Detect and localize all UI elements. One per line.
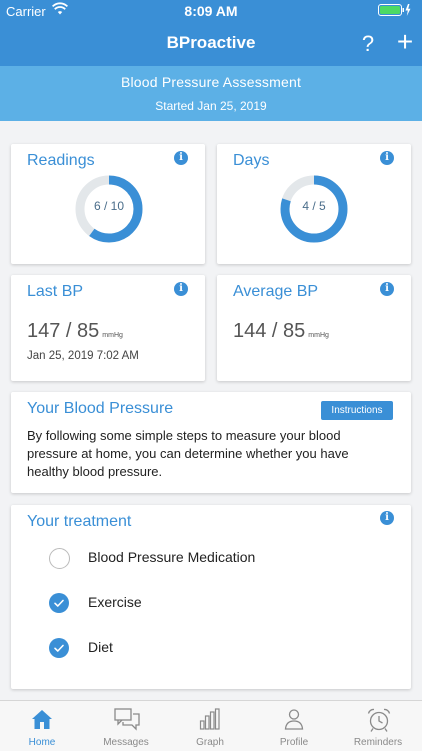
- average-bp-value: 144 / 85: [233, 320, 306, 342]
- instructions-button[interactable]: Instructions: [321, 401, 393, 420]
- help-button[interactable]: ?: [361, 31, 375, 56]
- tab-graph[interactable]: Graph: [168, 701, 252, 751]
- tab-profile[interactable]: Profile: [252, 701, 336, 751]
- battery-icon: [378, 4, 412, 19]
- tab-label: Graph: [196, 737, 224, 748]
- tab-label: Reminders: [353, 737, 403, 748]
- tab-bar: Home Messages Graph Profile: [0, 700, 422, 751]
- days-card[interactable]: Days i: [217, 144, 411, 264]
- tab-messages[interactable]: Messages: [84, 701, 168, 751]
- checked-circle-icon[interactable]: [49, 593, 69, 613]
- your-bp-title: Your Blood Pressure: [27, 400, 174, 417]
- readings-info-icon[interactable]: i: [174, 151, 188, 165]
- readings-progress-ring: [75, 175, 143, 243]
- home-icon: [32, 710, 52, 729]
- profile-icon: [284, 709, 304, 730]
- average-bp-info-icon[interactable]: i: [380, 282, 394, 296]
- unchecked-circle-icon[interactable]: [49, 548, 70, 569]
- last-bp-reading: 147 / 85 mmHg: [27, 320, 123, 343]
- readings-card[interactable]: Readings i: [11, 144, 205, 264]
- carrier-name: Carrier: [6, 4, 46, 19]
- tab-label: Home: [28, 737, 56, 748]
- assessment-title: Blood Pressure Assessment: [120, 74, 302, 90]
- average-bp-unit: mmHg: [308, 332, 329, 339]
- navigation-bar: BProactive ? +: [0, 22, 422, 66]
- tab-label: Messages: [103, 737, 149, 748]
- treatment-title: Your treatment: [27, 513, 132, 530]
- readings-count: 6 / 10: [93, 199, 125, 213]
- days-info-icon[interactable]: i: [380, 151, 394, 165]
- last-bp-info-icon[interactable]: i: [174, 282, 188, 296]
- days-title: Days: [233, 152, 270, 169]
- graph-icon: [199, 708, 220, 730]
- status-bar: Carrier 8:09 AM: [0, 0, 422, 22]
- app-title: BProactive: [166, 33, 256, 52]
- tab-reminders[interactable]: Reminders: [336, 701, 420, 751]
- days-progress-ring: [280, 175, 348, 243]
- your-blood-pressure-card: Your Blood Pressure: [11, 392, 411, 493]
- last-bp-date: Jan 25, 2019 7:02 AM: [27, 350, 139, 362]
- add-button[interactable]: +: [396, 26, 414, 57]
- last-bp-unit: mmHg: [102, 332, 123, 339]
- wifi-icon: [51, 2, 69, 19]
- readings-title: Readings: [27, 152, 95, 169]
- alarm-clock-icon: [367, 708, 391, 732]
- status-time: 8:09 AM: [184, 3, 238, 19]
- your-bp-description: By following some simple steps to measur…: [27, 428, 349, 479]
- average-bp-card[interactable]: Average BP i 144 / 85 mmHg: [217, 275, 411, 381]
- treatment-item-label: Blood Pressure Medication: [88, 549, 256, 565]
- last-bp-card[interactable]: Last BP i 147 / 85 mmHg Jan 25, 2019 7:02…: [11, 275, 205, 381]
- treatment-item-label: Diet: [88, 639, 113, 655]
- assessment-banner: Blood Pressure Assessment Started Jan 25…: [0, 66, 422, 121]
- tab-label: Profile: [279, 737, 309, 748]
- average-bp-title: Average BP: [233, 283, 319, 300]
- average-bp-reading: 144 / 85 mmHg: [233, 320, 329, 343]
- last-bp-value: 147 / 85: [27, 320, 100, 342]
- tab-home[interactable]: Home: [0, 701, 84, 751]
- last-bp-title: Last BP: [27, 283, 84, 300]
- messages-icon: [114, 708, 140, 731]
- treatment-item-label: Exercise: [88, 594, 142, 610]
- checked-circle-icon[interactable]: [49, 638, 69, 658]
- assessment-start-date: Started Jan 25, 2019: [155, 99, 267, 113]
- treatment-info-icon[interactable]: i: [380, 511, 394, 525]
- days-count: 4 / 5: [302, 199, 326, 213]
- treatment-card: Your treatment i: [11, 505, 411, 689]
